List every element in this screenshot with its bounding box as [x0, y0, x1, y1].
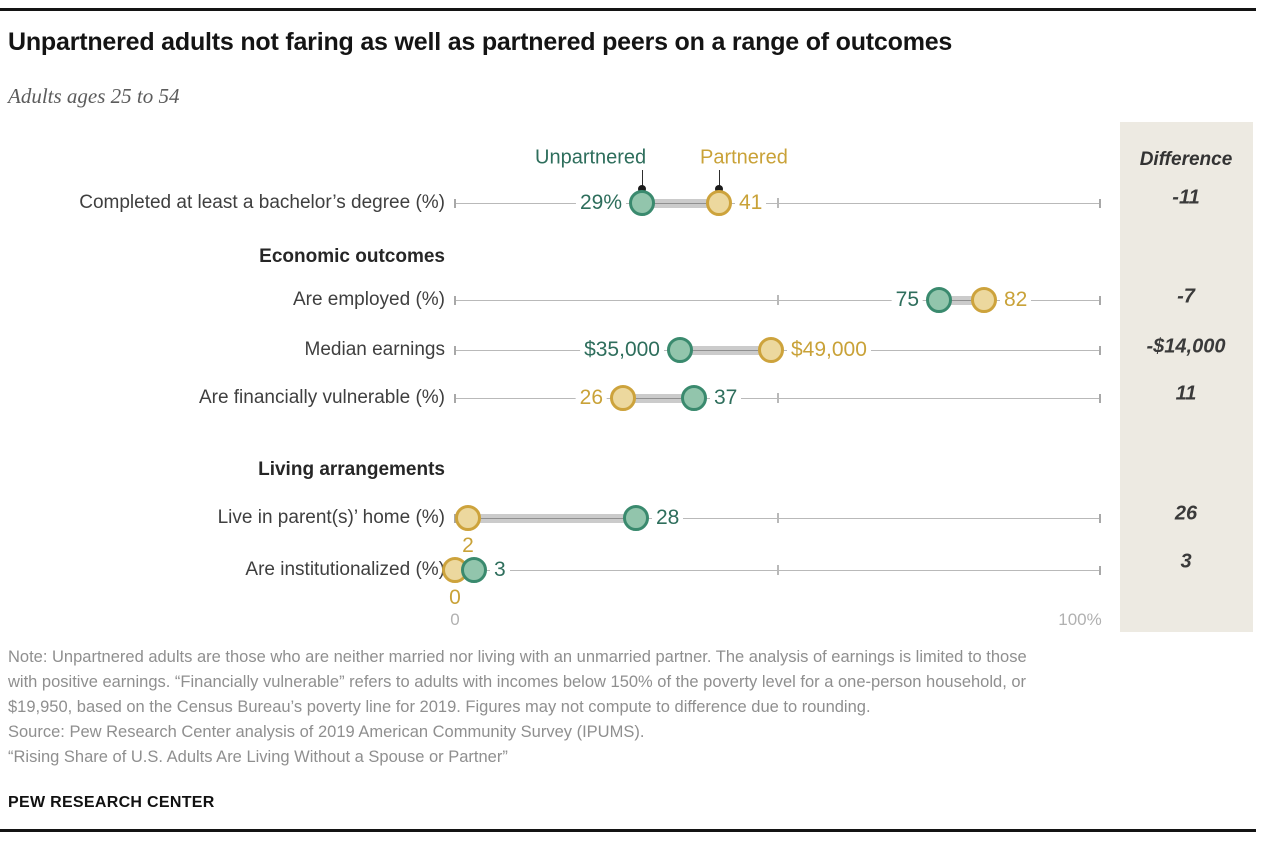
connector-line	[680, 349, 771, 351]
axis-left-cap	[454, 198, 456, 208]
section-header-living-arrangements: Living arrangements	[258, 459, 445, 480]
axis-mid-tick	[777, 393, 779, 403]
axis-left-cap	[454, 393, 456, 403]
axis-mid-tick	[777, 295, 779, 305]
partnered-dot	[758, 337, 784, 363]
axis-mid-tick	[777, 198, 779, 208]
unpartnered-value: 29%	[575, 191, 626, 215]
difference-value: -11	[1172, 186, 1200, 209]
report-title-line: “Rising Share of U.S. Adults Are Living …	[8, 748, 508, 766]
partnered-value: $49,000	[787, 338, 871, 362]
connector-line	[623, 397, 694, 399]
note-line: with positive earnings. “Financially vul…	[8, 673, 1027, 691]
axis-right-cap	[1099, 295, 1101, 305]
partnered-dot	[610, 385, 636, 411]
difference-value: 11	[1175, 382, 1197, 405]
partnered-value: 26	[575, 386, 607, 410]
unpartnered-dot	[629, 190, 655, 216]
row-label: Live in parent(s)’ home (%)	[217, 507, 445, 528]
unpartnered-dot	[926, 287, 952, 313]
unpartnered-dot	[681, 385, 707, 411]
axis-left-cap	[454, 345, 456, 355]
difference-panel	[1120, 122, 1253, 632]
difference-value: 26	[1174, 502, 1198, 525]
bottom-rule	[0, 829, 1256, 832]
section-header-economic-outcomes: Economic outcomes	[259, 246, 445, 267]
axis-right-cap	[1099, 345, 1101, 355]
unpartnered-value: 37	[710, 386, 742, 410]
axis-mid-tick	[777, 513, 779, 523]
axis-left-cap	[454, 513, 456, 523]
unpartnered-value: 75	[891, 288, 923, 312]
axis-mid-tick	[777, 565, 779, 575]
unpartnered-value: $35,000	[580, 338, 664, 362]
partnered-value: 2	[462, 534, 474, 557]
legend-unpartnered: Unpartnered	[535, 146, 647, 169]
legend-leader-dot	[638, 185, 646, 193]
difference-value: -$14,000	[1146, 335, 1226, 358]
legend-leader-line	[641, 170, 643, 186]
unpartnered-dot	[623, 505, 649, 531]
legend-leader-line	[718, 170, 720, 186]
page-subtitle: Adults ages 25 to 54	[8, 84, 180, 108]
partnered-value: 0	[449, 586, 461, 609]
partnered-dot	[455, 505, 481, 531]
connector-line	[939, 299, 984, 301]
unpartnered-value: 28	[652, 506, 684, 530]
axis-left-cap	[454, 295, 456, 305]
connector-line	[642, 202, 719, 204]
partnered-value: 82	[1000, 288, 1032, 312]
row-label: Are financially vulnerable (%)	[198, 387, 445, 408]
page-title: Unpartnered adults not faring as well as…	[8, 28, 953, 56]
partnered-value: 41	[735, 191, 767, 215]
note-line: Note: Unpartnered adults are those who a…	[8, 648, 1027, 666]
connector-line	[468, 517, 636, 519]
row-label: Completed at least a bachelor’s degree (…	[79, 192, 445, 213]
unpartnered-value: 3	[490, 558, 510, 582]
axis-max-label: 100%	[1058, 610, 1102, 629]
source-line: Source: Pew Research Center analysis of …	[8, 723, 645, 741]
legend-partnered: Partnered	[700, 146, 788, 169]
top-rule	[0, 8, 1256, 11]
axis-right-cap	[1099, 198, 1101, 208]
axis-min-label: 0	[450, 610, 460, 629]
difference-value: -7	[1177, 285, 1195, 308]
difference-header: Difference	[1139, 149, 1233, 170]
partnered-dot	[706, 190, 732, 216]
legend-leader-dot	[715, 185, 723, 193]
difference-value: 3	[1180, 550, 1192, 573]
note-line: $19,950, based on the Census Bureau’s po…	[8, 698, 871, 716]
axis-right-cap	[1099, 565, 1101, 575]
row-label: Are employed (%)	[292, 289, 445, 310]
unpartnered-dot	[461, 557, 487, 583]
row-label: Median earnings	[304, 339, 445, 360]
unpartnered-dot	[667, 337, 693, 363]
row-label: Are institutionalized (%)	[245, 559, 445, 580]
pew-research-center-wordmark: PEW RESEARCH CENTER	[8, 794, 215, 811]
partnered-dot	[971, 287, 997, 313]
axis-right-cap	[1099, 393, 1101, 403]
axis-right-cap	[1099, 513, 1101, 523]
